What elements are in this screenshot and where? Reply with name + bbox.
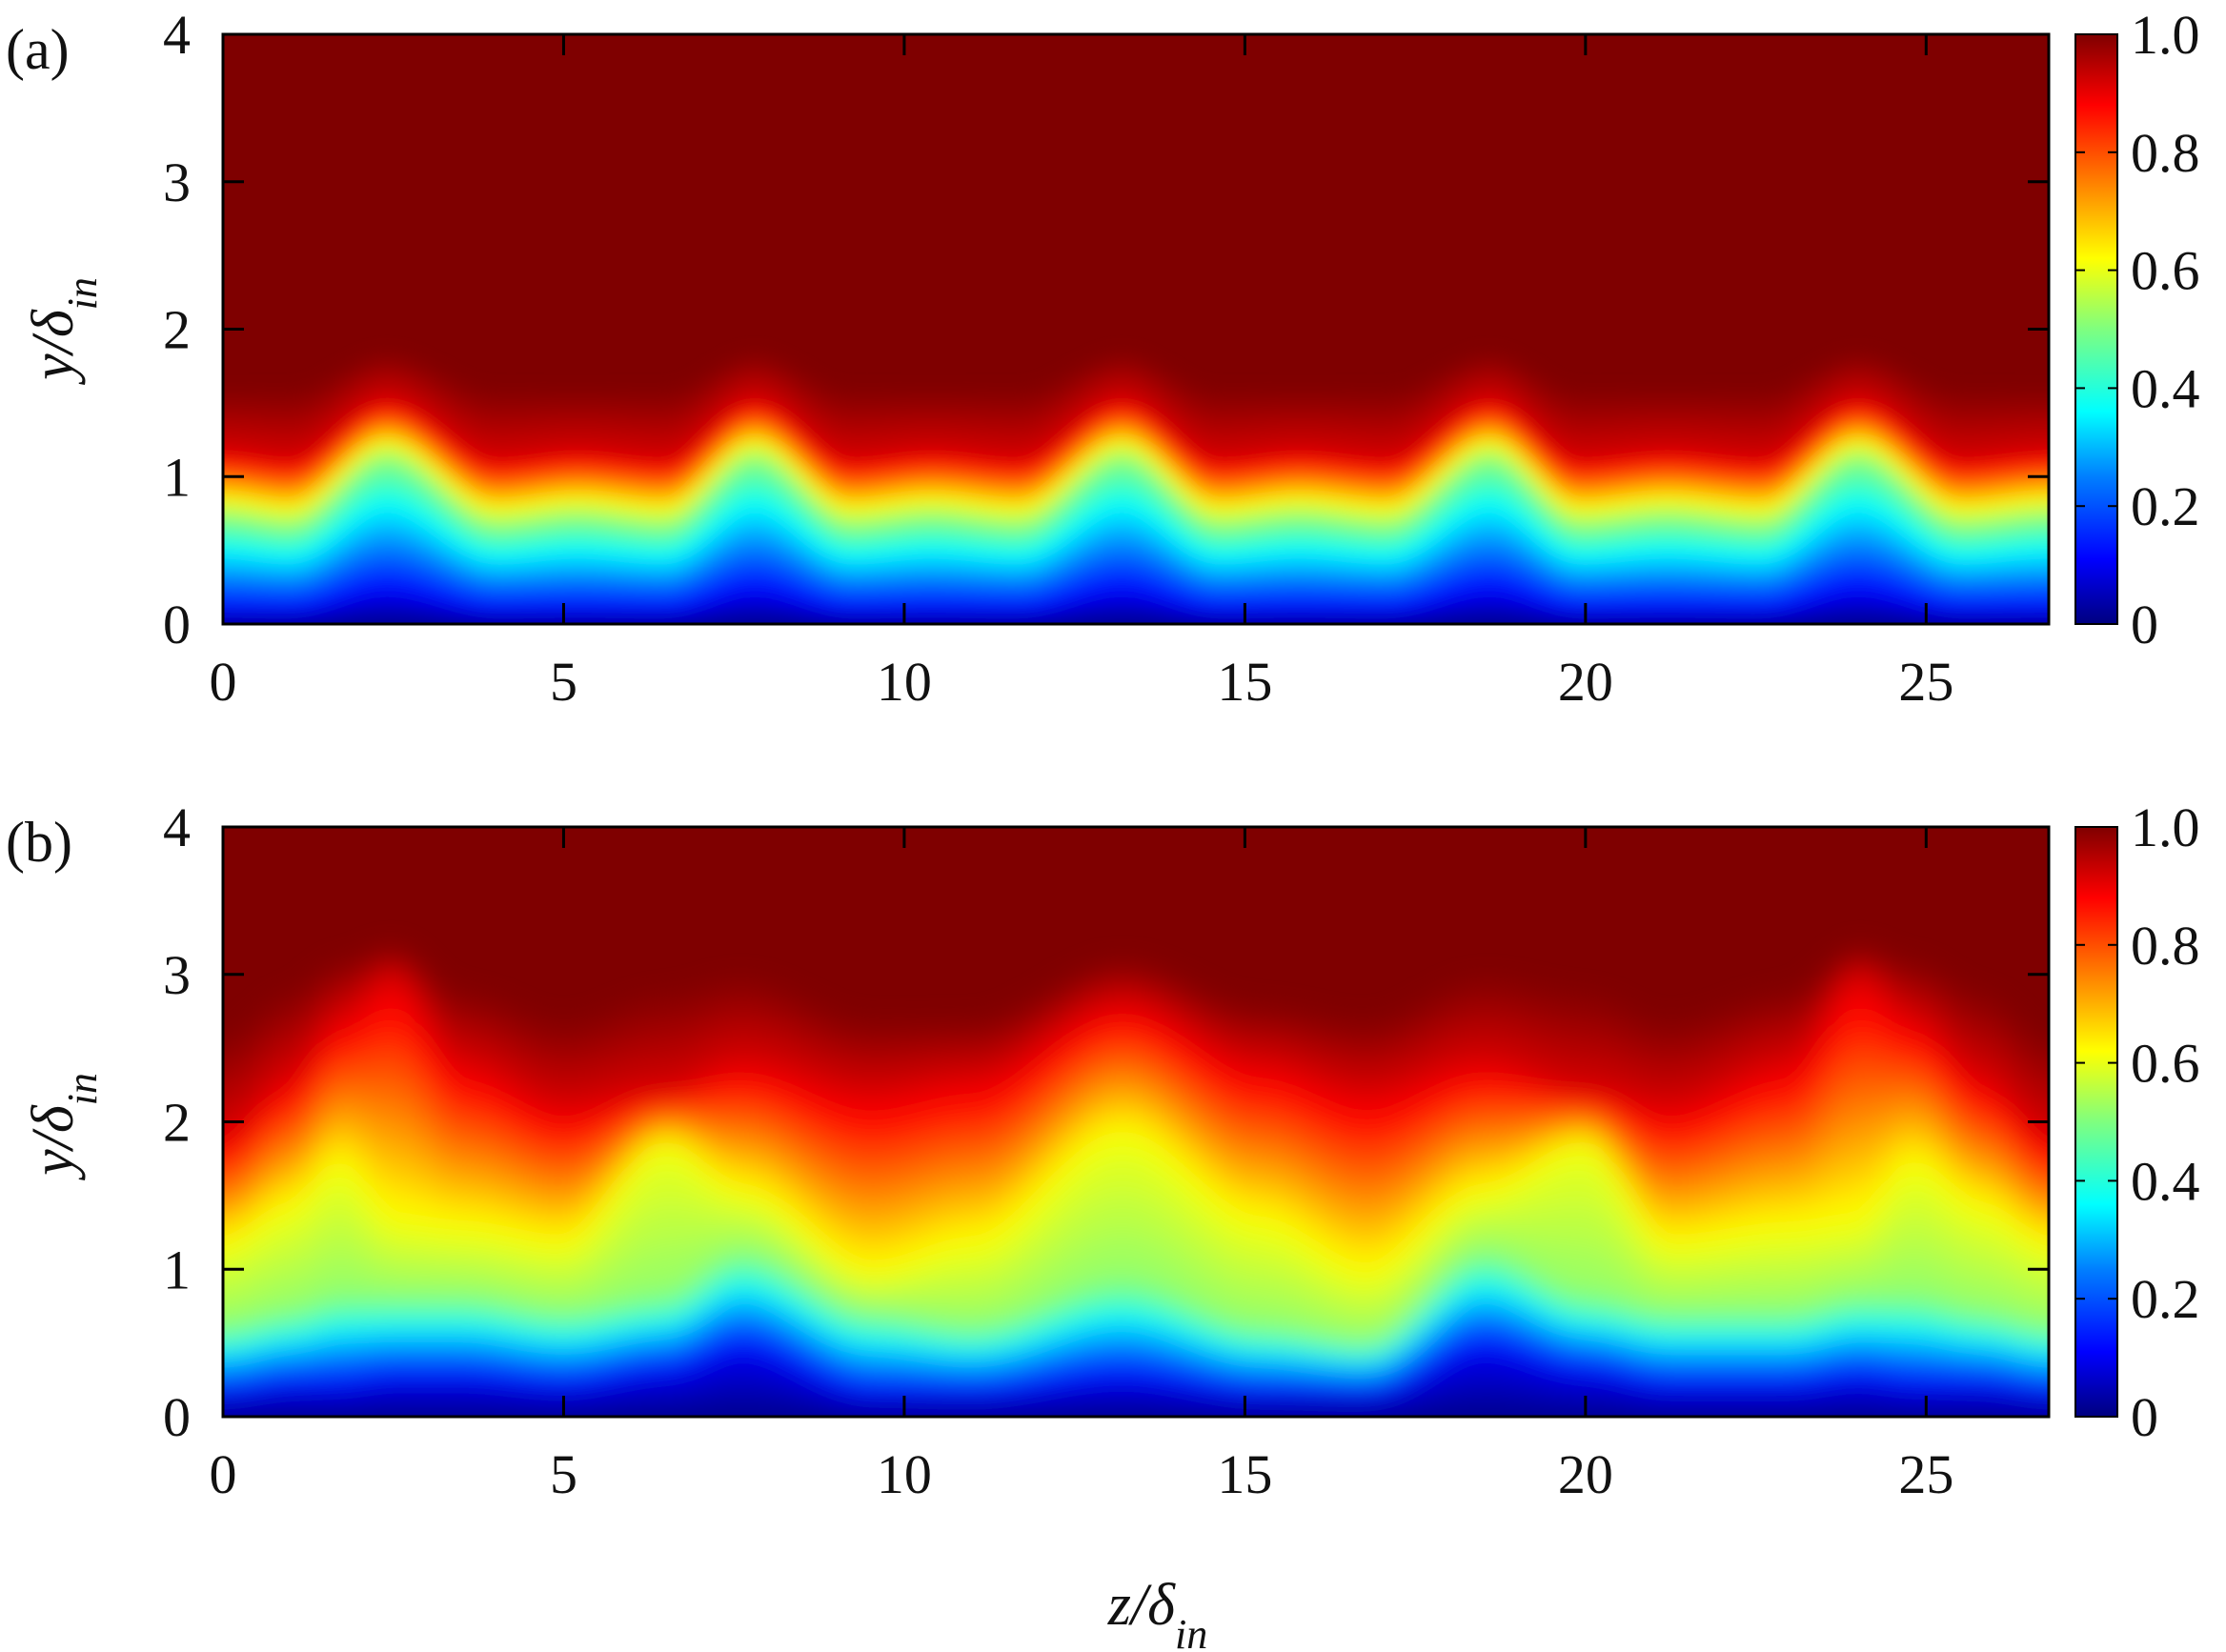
panel-a-xtick-label: 5 <box>550 651 577 713</box>
panel-b-ytick-label: 0 <box>163 1386 191 1448</box>
panel-a: 0 5 10 15 20 25 0 1 2 3 4 (a) y/δin 0 0.2 0.4 0.6 0.8 1… <box>6 4 2200 713</box>
panel-a-contour-bands <box>223 355 2049 624</box>
panel-a-colorbar-ticks: 0 0.2 0.4 0.6 0.8 1.0 <box>2075 4 2200 655</box>
panel-b-field <box>223 827 2049 1417</box>
panel-a-cbar-tick-label: 1.0 <box>2131 4 2200 66</box>
panel-a-ytick-label: 1 <box>163 446 191 508</box>
panel-b-cbar-tick-label: 0.8 <box>2131 915 2200 977</box>
panel-b-cbar-tick-label: 1.0 <box>2131 796 2200 858</box>
panel-a-field <box>223 34 2049 624</box>
panel-a-xtick-label: 10 <box>877 651 932 713</box>
panel-a-band-1 <box>223 613 2049 624</box>
panel-a-cbar-tick-label: 0.4 <box>2131 357 2200 419</box>
panel-a-colorbar <box>2074 33 2118 625</box>
panel-b-ytick-label: 4 <box>163 796 191 858</box>
panel-b-xtick-label: 10 <box>877 1443 932 1505</box>
panel-b-xtick-label: 5 <box>550 1443 577 1505</box>
panel-a-cbar-tick-label: 0.8 <box>2131 122 2200 184</box>
panel-b-band-1 <box>223 1392 2049 1417</box>
panel-a-label: (a) <box>6 18 70 81</box>
panel-a-cbar-tick-label: 0 <box>2131 594 2158 655</box>
panel-a-ytick-label: 3 <box>163 151 191 213</box>
panel-a-xtick-label: 25 <box>1898 651 1953 713</box>
panel-b-xtick-label: 25 <box>1898 1443 1953 1505</box>
panel-b-xtick-label: 20 <box>1558 1443 1613 1505</box>
panel-b-colorbar <box>2074 826 2118 1418</box>
panel-b-ticks: 0 5 10 15 20 25 0 1 2 3 4 <box>163 796 2049 1505</box>
panel-a-band-0 <box>223 620 2049 624</box>
panel-a-cbar-tick-label: 0.6 <box>2131 240 2200 302</box>
panel-a-xtick-label: 15 <box>1217 651 1272 713</box>
panel-b-colorbar-ticks: 0 0.2 0.4 0.6 0.8 1.0 <box>2075 796 2200 1448</box>
panel-b-xtick-label: 0 <box>210 1443 237 1505</box>
panel-b-band-0 <box>223 1408 2049 1417</box>
panel-a-ylabel: y/δin <box>21 277 106 386</box>
panel-b-xlabel: z/δin <box>1107 1573 1207 1652</box>
panel-a-ytick-label: 4 <box>163 4 191 66</box>
panel-b-contour-bands <box>223 947 2049 1417</box>
panel-b-cbar-tick-label: 0 <box>2131 1386 2158 1448</box>
panel-b: 0 5 10 15 20 25 0 1 2 3 4 (b) y/δin 0 0.2 0.4 0.6 0.8 1… <box>6 796 2200 1652</box>
panel-b-cbar-tick-label: 0.2 <box>2131 1268 2200 1330</box>
panel-b-xtick-label: 15 <box>1217 1443 1272 1505</box>
panel-b-ytick-label: 3 <box>163 944 191 1006</box>
panel-b-ytick-label: 2 <box>163 1092 191 1154</box>
panel-a-ytick-label: 2 <box>163 299 191 361</box>
panel-a-ticks: 0 5 10 15 20 25 0 1 2 3 4 <box>163 4 2049 713</box>
panel-b-ylabel: y/δin <box>21 1073 106 1181</box>
panel-b-cbar-tick-label: 0.4 <box>2131 1150 2200 1212</box>
panel-a-xtick-label: 20 <box>1558 651 1613 713</box>
panel-b-cbar-tick-label: 0.6 <box>2131 1033 2200 1095</box>
panel-a-cbar-tick-label: 0.2 <box>2131 475 2200 537</box>
panel-b-ytick-label: 1 <box>163 1239 191 1300</box>
panel-a-xtick-label: 0 <box>210 651 237 713</box>
panel-b-label: (b) <box>6 811 72 874</box>
panel-a-ytick-label: 0 <box>163 594 191 655</box>
